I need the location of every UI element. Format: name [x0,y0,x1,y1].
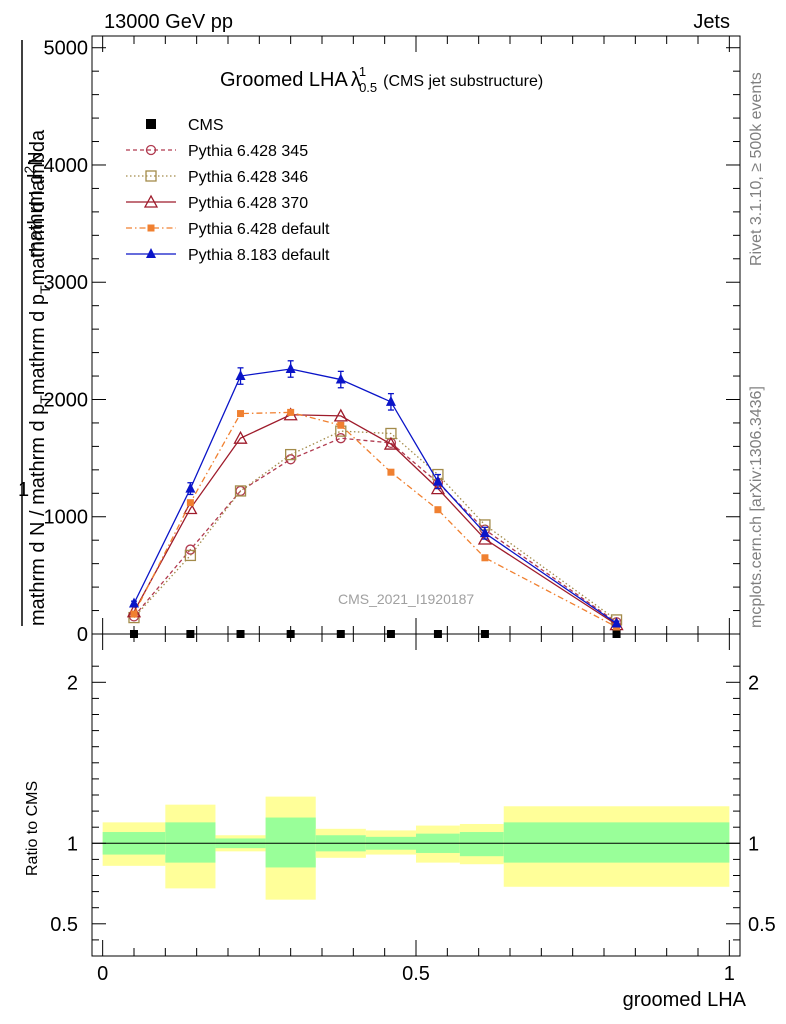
data-point [387,468,395,476]
data-point [287,408,295,416]
legend-marker [145,170,157,182]
data-point [481,554,489,562]
ratio-band-green [459,832,504,857]
data-point [383,436,399,450]
chart-title: Groomed LHA λ1 0.5 (CMS jet substructure) [220,64,543,95]
data-point [432,475,443,486]
data-point [128,597,139,608]
main-ytick-label: 3000 [44,272,89,294]
data-point [234,485,247,497]
ratio-xtick-label: 1 [724,963,735,985]
ratio-xtick-label: 0 [97,963,108,985]
watermark: CMS_2021_I1920187 [338,591,474,607]
main-panel: 0 1000 2000 3000 4000 5000 [44,35,741,646]
main-ylabel: 1 mathrm d2N mathrm d N / mathrm d pTmat… [18,129,53,626]
ratio-ytick-label-right: 0.5 [748,914,776,936]
main-ytick-label: 0 [77,624,88,646]
ratio-ytick-label: 1 [67,833,78,855]
legend-marker [146,119,156,129]
data-point [337,421,345,429]
ratio-band-green [165,822,216,863]
legend-marker [146,248,156,258]
ylabel-one: 1 [18,479,29,501]
ratio-panel: 0.5 0.5 1 1 2 2 0 0.5 1 [50,633,776,985]
series-5 [128,360,622,628]
ratio-frame [91,633,741,957]
data-point [479,527,490,538]
data-point [186,499,194,507]
legend-label: Pythia 8.183 default [188,247,330,264]
legend-label: Pythia 6.428 345 [188,143,308,160]
data-point [434,506,442,514]
legend-marker [145,144,157,156]
data-point [237,410,245,418]
data-point [185,544,196,555]
ratio-band-green [265,817,316,868]
data-point [385,395,396,406]
series-line [133,368,617,624]
ylabel-numerator: mathrm d2N [21,151,47,258]
legend-item: Pythia 6.428 346 [126,169,308,186]
legend-item: Pythia 6.428 345 [126,143,308,160]
main-ytick-label: 4000 [44,155,89,177]
legend-label: Pythia 6.428 346 [188,169,308,186]
legend-marker [143,194,159,208]
ratio-xtick-label: 0.5 [402,963,430,985]
series-line [133,430,617,621]
ratio-ytick-label: 2 [67,672,78,694]
series-line [133,437,617,623]
ratio-ytick-label-right: 2 [748,672,759,694]
legend-item: Pythia 8.183 default [126,247,330,264]
data-point [235,370,246,381]
data-point [233,430,248,444]
mcplots-label: mcplots.cern.ch [arXiv:1306.3436] [748,386,765,628]
ratio-ytick-label-right: 1 [748,833,759,855]
legend-item: CMS [146,117,224,134]
ratio-ytick-label: 0.5 [50,914,78,936]
data-point [285,448,297,461]
data-point [183,501,198,515]
main-ytick-label: 1000 [44,507,89,529]
data-point [185,482,196,493]
main-ytick-label: 2000 [44,389,89,411]
data-point [611,617,622,628]
legend-label: Pythia 6.428 default [188,221,330,238]
data-point [335,433,346,444]
legend-item: Pythia 6.428 default [126,221,330,238]
data-point [333,408,348,422]
data-point [285,363,296,374]
legend: CMS Pythia 6.428 345 Pythia 6.428 346 Pythi… [126,117,330,264]
series-line [133,414,617,626]
rivet-label: Rivet 3.1.10, ≥ 500k events [748,72,765,266]
ylabel-denominator: mathrm d N / mathrm d pTmathrm d pTmathr… [27,129,53,626]
xlabel: groomed LHA [623,989,747,1011]
legend-marker [147,224,155,232]
data-point [335,373,346,384]
data-point [130,610,138,618]
legend-label: Pythia 6.428 370 [188,195,308,212]
header-left: 13000 GeV pp [104,11,233,33]
main-ytick-label: 5000 [44,38,89,60]
legend-item: Pythia 6.428 370 [126,194,308,212]
legend-label: CMS [188,117,224,134]
data-point [184,549,197,562]
ratio-band-green [503,822,730,863]
header-right: Jets [693,11,730,33]
ratio-ylabel: Ratio to CMS [24,781,41,876]
